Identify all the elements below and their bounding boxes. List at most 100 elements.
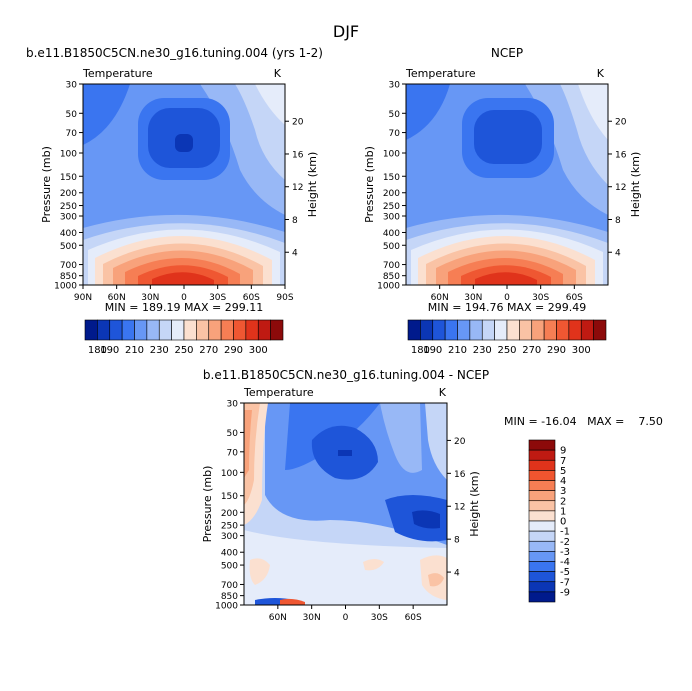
panel3-pressure-tick-label: 30 bbox=[227, 400, 239, 410]
panel1-lat-tick-label: 30N bbox=[141, 293, 159, 303]
panel3-lat-tick-label: 60N bbox=[269, 613, 287, 623]
panel3-warm-left-inner bbox=[244, 410, 252, 478]
panel2-colorbar-box bbox=[469, 319, 483, 341]
panel2-lat-tick-label: 60N bbox=[431, 293, 449, 303]
panel1-height-tick-label: 16 bbox=[292, 150, 304, 160]
panel1-colorbar-box bbox=[84, 319, 98, 341]
panel3-colorbar-box bbox=[528, 561, 556, 572]
panel1-colorbar-box bbox=[109, 319, 123, 341]
panel2-colorbar-box bbox=[568, 319, 582, 341]
panel2-cold-core bbox=[474, 110, 542, 164]
panel1-pressure-tick-label: 300 bbox=[60, 212, 77, 222]
panel2-plot bbox=[405, 83, 609, 286]
panel2-ylabel: Pressure (mb) bbox=[363, 146, 376, 223]
panel3-pressure-tick-label: 850 bbox=[221, 592, 238, 602]
panel3-colorbar-box bbox=[528, 591, 556, 603]
panel3-colorbar-label: 0 bbox=[560, 517, 566, 528]
panel3-pressure-tick-label: 100 bbox=[221, 469, 238, 479]
panel3-colorbar-box bbox=[528, 540, 556, 552]
panel2-colorbar-label: 250 bbox=[497, 345, 516, 356]
panel3-colorbar-label: 9 bbox=[560, 446, 566, 457]
panel2-lat-tick-label: 30N bbox=[464, 293, 482, 303]
panel3-colorbar-box bbox=[528, 500, 556, 512]
panel2-band-lower-9 bbox=[475, 272, 537, 285]
panel3-colorbar-box bbox=[528, 510, 556, 522]
panel1-height-tick-label: 12 bbox=[292, 183, 303, 193]
panel1-colorbar-label: 230 bbox=[150, 345, 169, 356]
panel3-colorbar-box bbox=[528, 480, 556, 491]
panel1-height-tick-label: 20 bbox=[292, 118, 304, 128]
panel3-colorbar-box bbox=[528, 439, 556, 451]
panel1-colorbar-box bbox=[146, 319, 160, 341]
panel1-ylabel: Pressure (mb) bbox=[40, 146, 53, 223]
panel3-warm-lower-left bbox=[249, 558, 270, 585]
panel2-colorbar-box bbox=[444, 319, 458, 341]
panel1-colorbar-box bbox=[220, 319, 234, 341]
panel1-colorbar-box bbox=[121, 319, 135, 341]
panel2-pressure-tick-label: 500 bbox=[383, 242, 400, 252]
panel2-pressure-tick-label: 300 bbox=[383, 212, 400, 222]
panel2-colorbar-label: 210 bbox=[448, 345, 467, 356]
panel1-y2label: Height (km) bbox=[306, 152, 319, 218]
panel3-plot bbox=[243, 402, 448, 606]
panel3-colorbar-label: -7 bbox=[560, 577, 570, 588]
panel2-height-tick-label: 4 bbox=[615, 249, 621, 259]
panel2-height-tick-label: 8 bbox=[615, 216, 621, 226]
panel3-colorbar-box bbox=[528, 520, 556, 532]
panel3-lat-tick-label: 60S bbox=[405, 613, 422, 623]
panel2-pressure-tick-label: 200 bbox=[383, 189, 400, 199]
panel3-colorbar-label: 5 bbox=[560, 466, 566, 477]
panel2-y2label: Height (km) bbox=[629, 152, 642, 218]
panel3-colorbar-label: 1 bbox=[560, 506, 566, 517]
panel2-pressure-tick-label: 150 bbox=[383, 173, 400, 183]
panel3-pressure-tick-label: 50 bbox=[227, 429, 239, 439]
panel3-colorbar-label: -2 bbox=[560, 537, 570, 548]
panel2-colorbar-box bbox=[506, 319, 520, 341]
panel2-units: K bbox=[597, 67, 605, 80]
panel2-lat-tick-label: 30S bbox=[532, 293, 549, 303]
panel1-pressure-tick-label: 700 bbox=[60, 261, 77, 271]
panel2-colorbar-box bbox=[432, 319, 446, 341]
panel1-colorbar-label: 210 bbox=[125, 345, 144, 356]
panel1-lat-tick-label: 30S bbox=[209, 293, 226, 303]
panel2-pressure-tick-label: 250 bbox=[383, 202, 400, 212]
panel3-cold-right bbox=[412, 510, 440, 529]
panel1-lat-tick-label: 0 bbox=[181, 293, 187, 303]
panel3-height-tick-label: 20 bbox=[454, 437, 466, 447]
panel2-colorbar-box bbox=[407, 319, 421, 341]
panel3-y2label: Height (km) bbox=[468, 471, 481, 537]
panel1-lat-tick-label: 90N bbox=[74, 293, 92, 303]
panel2-colorbar-label: 230 bbox=[473, 345, 492, 356]
panel3-colorbar-box bbox=[528, 581, 556, 593]
panel1-colorbar-box bbox=[233, 319, 247, 341]
panel3-colorbar-label: -1 bbox=[560, 527, 570, 538]
panel2-colorbar-label: 300 bbox=[572, 345, 591, 356]
panel1-colorbar-label: 270 bbox=[199, 345, 218, 356]
panel3-lat-tick-label: 30S bbox=[371, 613, 388, 623]
panel2-pressure-tick-label: 30 bbox=[389, 81, 401, 91]
panel1-units: K bbox=[274, 67, 282, 80]
panel1-lat-tick-label: 90S bbox=[276, 293, 293, 303]
panel1-band-top-right bbox=[255, 84, 285, 125]
panel3-pressure-tick-label: 1000 bbox=[215, 602, 238, 612]
panel1-band-lower-9 bbox=[152, 272, 214, 285]
panel1-colorbar-label: 290 bbox=[224, 345, 243, 356]
panel1-colorbar-label: 300 bbox=[249, 345, 268, 356]
panel2-colorbar-box bbox=[457, 319, 471, 341]
panel2-colorbar-box bbox=[556, 319, 570, 341]
panel1-pressure-tick-label: 30 bbox=[66, 81, 78, 91]
panel1-lat-tick-label: 60N bbox=[108, 293, 126, 303]
panel3-pressure-tick-label: 150 bbox=[221, 492, 238, 502]
panel2-lat-tick-label: 60S bbox=[566, 293, 583, 303]
panel1-colorbar-box bbox=[196, 319, 210, 341]
panel3-cold-center bbox=[338, 450, 352, 456]
panel3-title: b.e11.B1850C5CN.ne30_g16.tuning.004 - NC… bbox=[203, 368, 489, 382]
panel3-band-mid-light bbox=[380, 403, 422, 473]
panel3-units: K bbox=[439, 386, 447, 399]
panel3-colorbar-box bbox=[528, 571, 556, 583]
panel2-colorbar-box bbox=[494, 319, 508, 341]
panel2-colorbar-label: 270 bbox=[522, 345, 541, 356]
panel2-colorbar-box bbox=[580, 319, 594, 341]
panel1-stats: MIN = 189.19 MAX = 299.11 bbox=[105, 301, 263, 314]
